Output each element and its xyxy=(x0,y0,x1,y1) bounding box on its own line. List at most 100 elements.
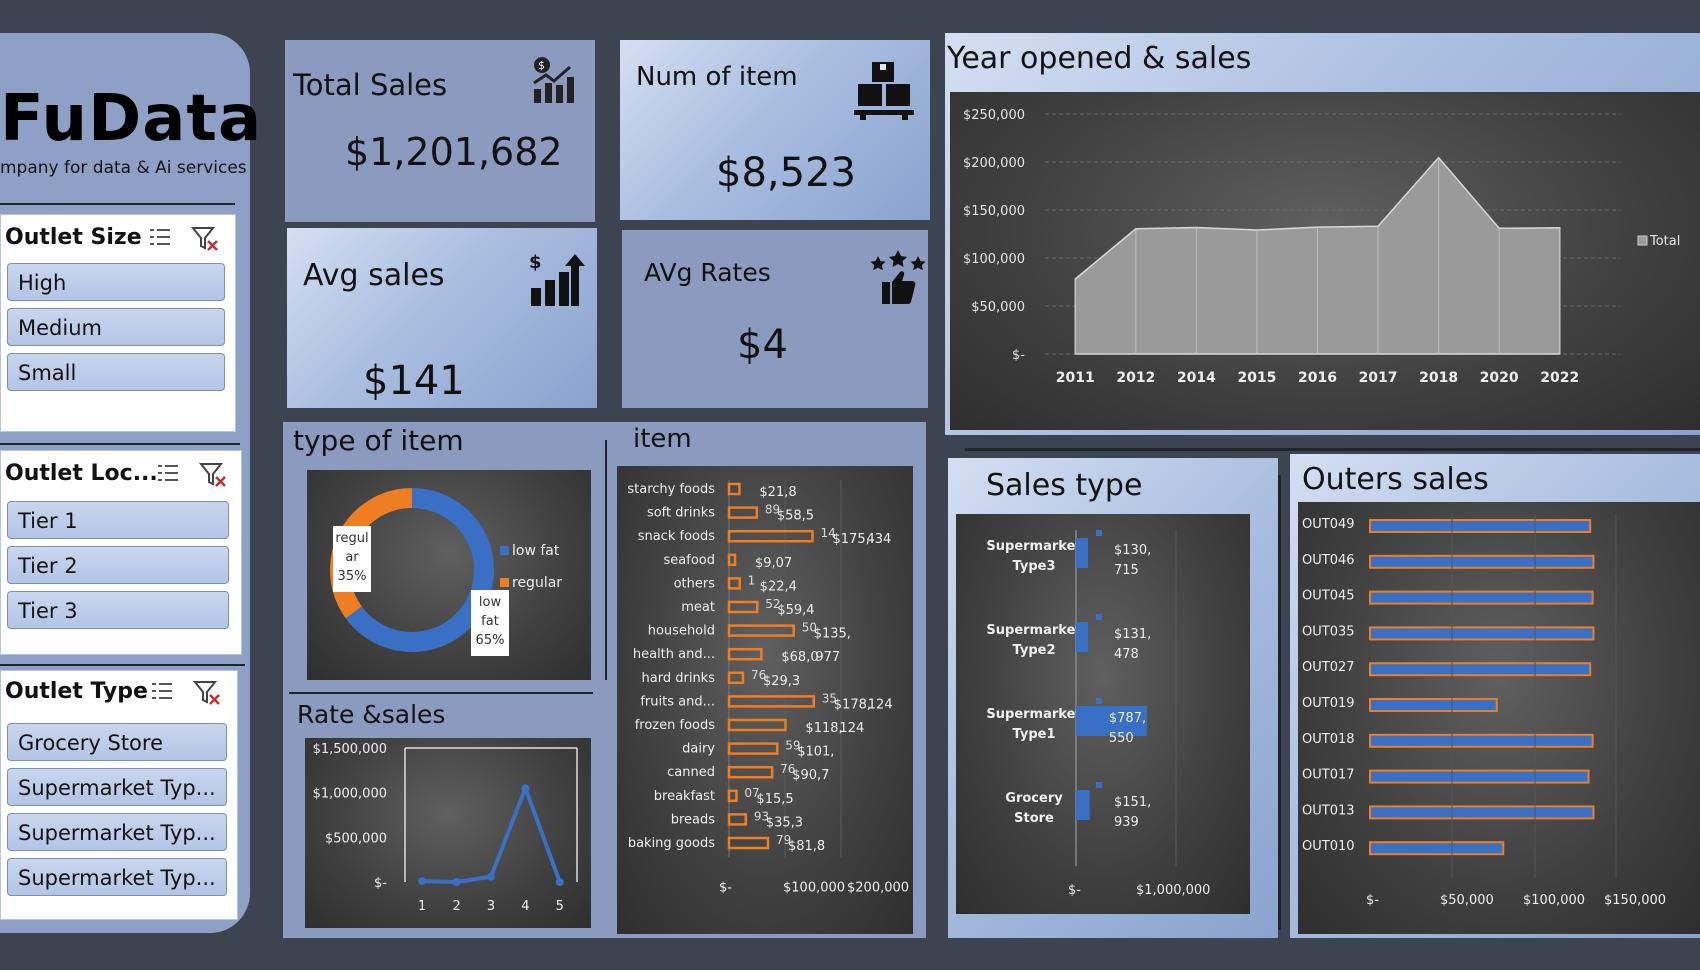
item-bar xyxy=(727,577,741,590)
slicer-title: Outlet Loc... xyxy=(5,461,158,486)
multi-select-icon[interactable] xyxy=(147,225,173,255)
legend-swatch xyxy=(1637,235,1648,246)
x-tick-label: 2017 xyxy=(1359,370,1398,386)
outer-bar xyxy=(1369,662,1592,677)
kpi-label: AVg Rates xyxy=(644,258,771,287)
item-chart-area: starchy foods $21,8 soft drinks $58,5 89 snac… xyxy=(617,466,913,934)
x-tick-label: $- xyxy=(1068,883,1081,898)
y-tick-label: OUT027 xyxy=(1302,660,1355,675)
rate-sales-panel: Rate &sales $1,500,000 $1,000,000 $500,000… xyxy=(283,698,613,938)
y-tick-label: $200,000 xyxy=(963,156,1025,171)
slicer-item-supermarket-type-c[interactable]: Supermarket Typ... xyxy=(7,858,227,896)
data-label-overlap: 52 xyxy=(765,597,780,611)
bar-marker xyxy=(1096,698,1102,704)
data-label-overlap: 79 xyxy=(776,833,791,847)
line-point xyxy=(418,877,427,886)
kpi-label: Avg sales xyxy=(303,258,445,293)
clear-filter-icon[interactable] xyxy=(192,679,223,711)
x-tick-label: $100,000 xyxy=(1523,893,1585,908)
multi-select-icon[interactable] xyxy=(149,679,175,709)
kpi-label: Num of item xyxy=(636,62,798,92)
item-bar xyxy=(727,836,770,850)
y-tick-label: OUT049 xyxy=(1302,517,1355,532)
data-label: $22,4 xyxy=(760,579,797,594)
slicer-item-supermarket-type-b[interactable]: Supermarket Typ... xyxy=(7,813,227,851)
divider xyxy=(605,440,607,680)
x-tick-label: 2 xyxy=(452,899,460,914)
sales-type-bar-chart: Supermarket Type3 $130, 715 Supermarket Type2… xyxy=(986,530,1210,898)
slicer-item-grocery-store[interactable]: Grocery Store xyxy=(7,723,227,761)
x-tick-label: 5 xyxy=(556,899,564,914)
x-tick-label: 2015 xyxy=(1237,370,1276,386)
y-tick-label: household xyxy=(648,624,715,639)
data-label: 478 xyxy=(1114,647,1139,662)
data-label: $21,8 xyxy=(759,485,796,500)
svg-text:$: $ xyxy=(538,59,545,72)
y-tick-label: $500,000 xyxy=(325,831,387,846)
outer-bar xyxy=(1369,698,1498,712)
y-tick-label: meat xyxy=(681,600,715,615)
data-label-overlap: 1 xyxy=(748,573,756,587)
slicer-item-tier-2[interactable]: Tier 2 xyxy=(7,546,229,584)
y-tick-label: snack foods xyxy=(638,529,716,544)
slicer-outlet-location: Outlet Loc... Tier 1 Tier 2 Tier 3 xyxy=(0,450,242,655)
pie-chart-area: low fat 65% regul ar 35% low fat regular xyxy=(307,470,591,680)
item-bar xyxy=(727,482,741,496)
outer-bar xyxy=(1369,626,1595,641)
y-tick-label: breads xyxy=(671,812,716,827)
data-label-text: regul xyxy=(335,531,368,546)
y-tick-label: Supermarket xyxy=(986,623,1081,638)
sales-type-panel: Sales type Supermarket Type3 $130, 715 Super… xyxy=(948,458,1278,938)
data-label-overlap: 59 xyxy=(785,739,800,753)
y-tick-label: others xyxy=(674,576,716,591)
data-label: regul ar 35% xyxy=(333,526,371,592)
y-tick-label: $100,000 xyxy=(963,252,1025,267)
line-point xyxy=(555,878,564,886)
data-label-text: fat xyxy=(481,614,499,629)
sales-type-bar xyxy=(1076,622,1088,652)
bar-marker xyxy=(1096,530,1102,536)
multi-select-icon[interactable] xyxy=(155,461,181,491)
divider xyxy=(965,448,1700,451)
data-label: 939 xyxy=(1114,815,1139,830)
y-tick-label: OUT018 xyxy=(1302,732,1355,747)
legend-swatch xyxy=(500,578,509,587)
kpi-total-sales: Total Sales $1,201,682 $ xyxy=(285,40,595,222)
y-tick-label: Type3 xyxy=(1013,559,1056,574)
outer-bar xyxy=(1369,769,1590,784)
y-tick-label: $250,000 xyxy=(963,108,1025,123)
x-tick-label: 4 xyxy=(521,899,529,914)
y-tick-label: $1,000,000 xyxy=(313,787,387,802)
clear-filter-icon[interactable] xyxy=(198,461,229,493)
bar-marker xyxy=(1096,782,1102,788)
y-tick-label: Type1 xyxy=(1013,727,1056,742)
outer-bar xyxy=(1369,590,1594,605)
sales-type-bar xyxy=(1076,706,1147,736)
slicer-item-supermarket-type-a[interactable]: Supermarket Typ... xyxy=(7,768,227,806)
divider xyxy=(0,664,245,666)
item-bar xyxy=(727,718,787,732)
slicer-item-small[interactable]: Small xyxy=(7,353,225,391)
y-tick-label: baking goods xyxy=(628,836,715,851)
slicer-title: Outlet Size xyxy=(5,225,142,250)
slicer-title: Outlet Type xyxy=(5,679,148,704)
data-label: $131, xyxy=(1114,627,1151,642)
slicer-item-medium[interactable]: Medium xyxy=(7,308,225,346)
chart-title: Rate &sales xyxy=(297,700,446,729)
slicer-item-tier-1[interactable]: Tier 1 xyxy=(7,501,229,539)
clear-filter-icon[interactable] xyxy=(190,225,221,257)
y-tick-label: dairy xyxy=(682,742,715,757)
x-tick-label: $200,000 xyxy=(847,881,909,896)
data-label-overflow: 124 xyxy=(868,697,893,712)
x-tick-label: 3 xyxy=(487,899,495,914)
y-tick-label: OUT017 xyxy=(1302,768,1355,783)
slicer-outlet-type: Outlet Type Grocery Store Supermarket Ty… xyxy=(0,670,238,920)
chart-title: Year opened & sales xyxy=(947,41,1252,76)
sales-growth-icon: $ xyxy=(530,55,576,109)
x-tick-label: 1 xyxy=(418,899,426,914)
x-tick-label: 2020 xyxy=(1480,370,1519,386)
slicer-item-high[interactable]: High xyxy=(7,263,225,301)
data-label: $81,8 xyxy=(788,839,825,854)
y-tick-label: breakfast xyxy=(654,789,715,804)
slicer-item-tier-3[interactable]: Tier 3 xyxy=(7,591,229,629)
